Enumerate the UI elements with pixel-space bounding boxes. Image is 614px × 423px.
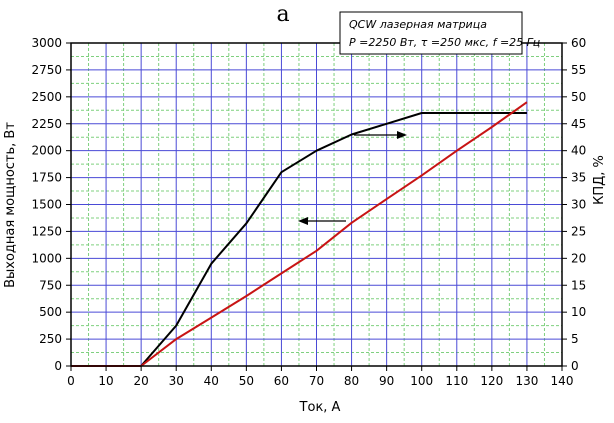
x-tick-label: 140: [551, 374, 574, 388]
x-axis-ticks: 0 10 20 30 40 50 60 70 80 90 100 110 120 130 140: [67, 366, 573, 388]
x-tick-label: 0: [67, 374, 75, 388]
legend-box: QCW лазерная матрица P =2250 Вт, τ =250 …: [339, 11, 540, 55]
y-right-tick-label: 25: [571, 224, 586, 238]
y-left-tick-label: 250: [39, 332, 62, 346]
efficiency-line: [140, 112, 527, 367]
x-tick-label: 60: [274, 374, 289, 388]
x-axis-title: Ток, А: [299, 400, 341, 415]
y-right-tick-label: 10: [571, 305, 586, 319]
y-right-tick-label: 45: [571, 117, 586, 131]
y-right-tick-label: 0: [571, 359, 579, 373]
y-right-axis-ticks: 0 5 10 15 20 25 30 35 40 45 50 55 60: [562, 36, 586, 373]
major-grid: [71, 43, 562, 366]
y-left-tick-label: 3000: [31, 36, 62, 50]
y-right-tick-label: 30: [571, 198, 586, 212]
x-tick-label: 90: [379, 374, 394, 388]
x-tick-label: 100: [410, 374, 433, 388]
arrow-to-left-axis: [298, 217, 346, 225]
y-left-tick-label: 750: [39, 278, 62, 292]
x-tick-label: 130: [515, 374, 538, 388]
legend-title: QCW лазерная матрица: [349, 18, 487, 31]
y-right-tick-label: 5: [571, 332, 579, 346]
x-tick-label: 120: [480, 374, 503, 388]
x-tick-label: 50: [239, 374, 254, 388]
y-right-tick-label: 55: [571, 63, 586, 77]
x-tick-label: 70: [309, 374, 324, 388]
y-right-tick-label: 35: [571, 171, 586, 185]
series-layer: [71, 101, 528, 367]
y-left-tick-label: 1500: [31, 198, 62, 212]
power-line: [71, 101, 528, 367]
y-left-tick-label: 1750: [31, 171, 62, 185]
legend-params: P =2250 Вт, τ =250 мкс, f =25 Гц: [349, 36, 540, 49]
y-left-tick-label: 2750: [31, 63, 62, 77]
y-left-tick-label: 2000: [31, 144, 62, 158]
y-left-tick-label: 2500: [31, 90, 62, 104]
x-tick-label: 10: [98, 374, 113, 388]
y-right-tick-label: 60: [571, 36, 586, 50]
x-tick-label: 80: [344, 374, 359, 388]
y-right-tick-label: 40: [571, 144, 586, 158]
figure-letter: a: [276, 2, 289, 27]
x-tick-label: 40: [204, 374, 219, 388]
y-right-tick-label: 50: [571, 90, 586, 104]
y-left-tick-label: 500: [39, 305, 62, 319]
x-tick-label: 20: [134, 374, 149, 388]
y-left-tick-label: 1250: [31, 224, 62, 238]
y-right-axis-title: КПД, %: [592, 155, 607, 205]
arrow-to-right-axis: [354, 131, 407, 139]
x-tick-label: 110: [445, 374, 468, 388]
y-right-tick-label: 15: [571, 278, 586, 292]
y-left-axis-title: Выходная мощность, Вт: [3, 122, 18, 288]
y-left-tick-label: 2250: [31, 117, 62, 131]
y-left-tick-label: 0: [54, 359, 62, 373]
y-left-tick-label: 1000: [31, 251, 62, 265]
y-right-tick-label: 20: [571, 251, 586, 265]
y-left-axis-ticks: 0 250 500 750 1000 1250 1500 1750 2000 2250 2500 27…: [31, 36, 71, 373]
x-tick-label: 30: [169, 374, 184, 388]
